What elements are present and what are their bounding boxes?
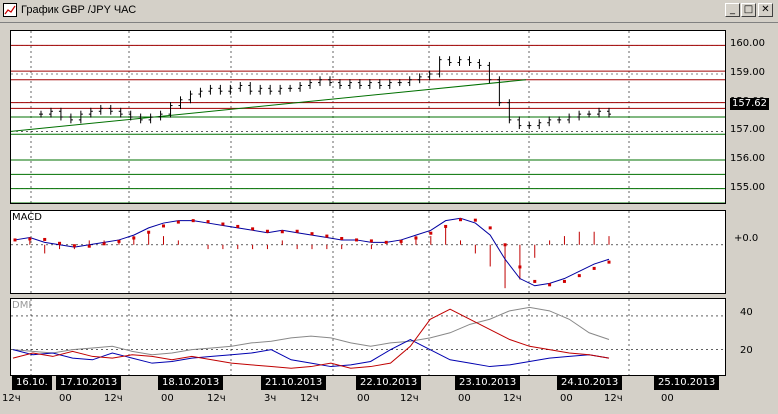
macd-signal-point	[414, 236, 418, 240]
price-axis-tick: 159.00	[730, 67, 765, 78]
macd-signal-point	[488, 226, 492, 230]
macd-signal-point	[295, 229, 299, 233]
time-label: 00	[161, 393, 174, 404]
price-axis-tick: 157.00	[730, 124, 765, 136]
time-label: 3ч	[264, 393, 277, 404]
macd-signal-point	[533, 279, 537, 283]
current-price-tag: 157.62	[730, 98, 769, 110]
time-label: 12ч	[207, 393, 226, 404]
trend-line	[10, 79, 527, 132]
time-label: 12ч	[300, 393, 319, 404]
macd-signal-point	[548, 283, 552, 287]
dmi-plus-line	[12, 338, 610, 368]
dmi-chart	[11, 299, 725, 375]
date-label: 22.10.2013	[356, 375, 422, 390]
time-label: 12ч	[400, 393, 419, 404]
time-label: 12ч	[104, 393, 123, 404]
macd-label: MACD	[12, 212, 42, 223]
macd-signal-point	[562, 279, 566, 283]
macd-signal-point	[577, 274, 581, 278]
macd-signal-point	[72, 244, 76, 248]
date-label: 23.10.2013	[455, 375, 521, 390]
time-label: 12ч	[604, 393, 623, 404]
window-title: График GBP /JPY ЧАС	[21, 4, 137, 16]
close-button[interactable]: ✕	[758, 3, 773, 17]
dmi-panel[interactable]	[10, 298, 726, 376]
minimize-button[interactable]: _	[725, 3, 740, 17]
macd-signal-point	[251, 227, 255, 231]
macd-signal-point	[607, 260, 611, 264]
dmi-tick-20: 20	[740, 345, 753, 356]
date-label: 25.10.2013	[654, 375, 720, 390]
macd-signal-point	[236, 224, 240, 228]
price-axis-tick: 156.00	[730, 153, 765, 164]
macd-signal-point	[459, 218, 462, 222]
maximize-button[interactable]: □	[741, 3, 756, 17]
date-label: 21.10.2013	[261, 375, 327, 390]
macd-signal-point	[176, 220, 180, 224]
macd-signal-point	[102, 242, 106, 246]
time-label: 00	[59, 393, 72, 404]
price-chart	[10, 31, 725, 204]
date-label: 24.10.2013	[557, 375, 623, 390]
price-axis-tick: 155.00	[730, 181, 765, 193]
macd-signal-point	[43, 237, 47, 241]
macd-signal-point	[206, 220, 210, 224]
dmi-adx-line	[12, 306, 610, 356]
macd-panel[interactable]	[10, 210, 726, 294]
macd-signal-point	[13, 238, 17, 242]
macd-signal-point	[340, 236, 344, 240]
macd-signal-point	[117, 239, 121, 243]
macd-signal-point	[221, 222, 225, 226]
date-label: 17.10.2013	[56, 375, 122, 390]
price-axis-tick: 160.00	[730, 38, 765, 50]
date-label: 16.10.	[12, 375, 52, 390]
macd-chart	[11, 211, 725, 293]
macd-signal-point	[162, 224, 165, 228]
macd-signal-point	[399, 239, 403, 243]
macd-signal-point	[132, 236, 136, 240]
window-titlebar: График GBP /JPY ЧАС _ □ ✕	[0, 0, 778, 23]
macd-signal-point	[444, 224, 448, 228]
macd-signal-point	[384, 240, 388, 244]
macd-signal-point	[503, 243, 507, 247]
price-chart-panel[interactable]	[10, 30, 726, 204]
macd-signal-point	[58, 241, 62, 245]
time-label: 12ч	[2, 393, 21, 404]
macd-signal-point	[310, 232, 314, 236]
macd-signal-point	[280, 230, 284, 234]
macd-signal-point	[518, 265, 522, 269]
macd-signal-point	[28, 237, 32, 241]
dmi-label: DMI	[12, 300, 32, 311]
macd-signal-point	[147, 230, 151, 234]
macd-signal-point	[369, 239, 373, 243]
macd-zero-tick: +0.0	[734, 233, 759, 244]
macd-signal-point	[355, 238, 359, 242]
macd-signal-point	[592, 266, 596, 270]
time-label: 00	[458, 393, 471, 404]
chart-app-icon	[3, 3, 17, 17]
macd-signal-point	[325, 234, 329, 238]
dmi-minus-line	[12, 308, 610, 369]
date-label: 18.10.2013	[158, 375, 224, 390]
macd-signal-point	[265, 229, 269, 233]
macd-signal-point	[473, 218, 477, 222]
macd-signal-point	[191, 219, 195, 223]
time-label: 00	[661, 393, 674, 404]
date-axis: 16.10. 17.10.2013 18.10.2013 21.10.2013 …	[12, 375, 732, 392]
time-label: 00	[357, 393, 370, 404]
dmi-tick-40: 40	[740, 307, 753, 318]
macd-signal-point	[87, 244, 91, 248]
time-label: 12ч	[503, 393, 522, 404]
macd-signal-point	[429, 231, 433, 235]
time-label: 00	[560, 393, 573, 404]
